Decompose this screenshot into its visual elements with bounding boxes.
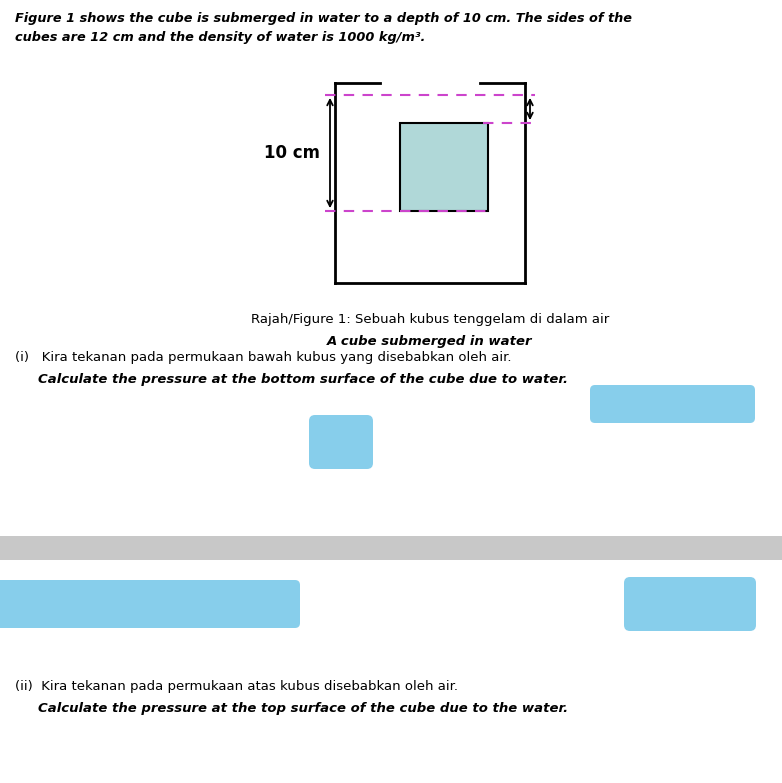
Text: cubes are 12 cm and the density of water is 1000 kg/m³.: cubes are 12 cm and the density of water… — [15, 31, 425, 44]
Text: Calculate the pressure at the bottom surface of the cube due to water.: Calculate the pressure at the bottom sur… — [38, 373, 568, 386]
FancyBboxPatch shape — [0, 580, 300, 628]
Bar — [400, 123, 488, 211]
FancyBboxPatch shape — [590, 385, 755, 423]
Text: (ii)  Kira tekanan pada permukaan atas kubus disebabkan oleh air.: (ii) Kira tekanan pada permukaan atas ku… — [15, 680, 458, 693]
Text: Calculate the pressure at the top surface of the cube due to the water.: Calculate the pressure at the top surfac… — [38, 702, 569, 715]
Text: Figure 1 shows the cube is submerged in water to a depth of 10 cm. The sides of : Figure 1 shows the cube is submerged in … — [15, 12, 632, 25]
Text: 10 cm: 10 cm — [264, 144, 320, 162]
FancyBboxPatch shape — [0, 536, 782, 560]
Text: A cube submerged in water: A cube submerged in water — [327, 335, 533, 348]
Text: Rajah/Figure 1: Sebuah kubus tenggelam di dalam air: Rajah/Figure 1: Sebuah kubus tenggelam d… — [251, 313, 609, 326]
FancyBboxPatch shape — [309, 415, 373, 469]
FancyBboxPatch shape — [624, 577, 756, 631]
Text: (i)   Kira tekanan pada permukaan bawah kubus yang disebabkan oleh air.: (i) Kira tekanan pada permukaan bawah ku… — [15, 351, 511, 364]
